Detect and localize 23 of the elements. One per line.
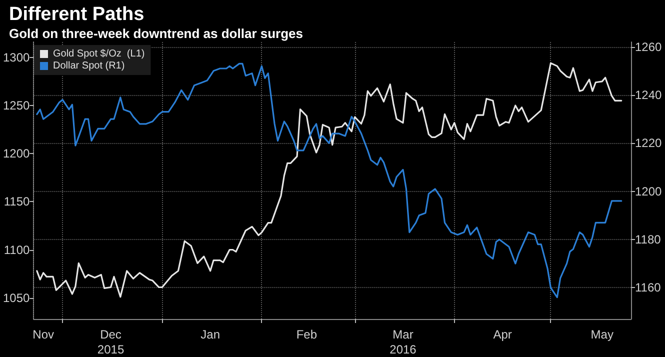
y2-tick-label: 1260	[635, 40, 662, 54]
y2-tick-label: 1180	[635, 232, 662, 247]
y-tick-label: 1300	[2, 50, 30, 64]
legend-label: Dollar Spot (R1)	[53, 60, 125, 72]
y-tick-label: 1050	[2, 290, 30, 305]
y2-tick-label: 1220	[635, 136, 662, 150]
x-tick-label: Apr	[493, 328, 512, 342]
y2-tick-label: 1160	[635, 280, 662, 295]
legend-label: Gold Spot $/Oz (L1)	[53, 48, 145, 60]
y-tick-label: 1200	[2, 146, 30, 161]
chart-subtitle: Gold on three-week downtrend as dollar surges	[9, 26, 303, 41]
y-tick-label: 1150	[4, 194, 30, 209]
x-tick-label: Dec 2015	[97, 328, 124, 356]
x-tick-label: May	[590, 328, 614, 342]
x-tick-label: Jan	[200, 328, 220, 342]
y-tick-label: 1250	[2, 98, 30, 112]
x-tick-label: Mar 2016	[390, 328, 417, 356]
x-tick-label: Nov	[32, 328, 54, 342]
x-tick-label: Feb	[296, 328, 318, 342]
chart-title: Different Paths	[9, 4, 144, 25]
y2-tick-label: 1200	[635, 184, 662, 198]
y-tick-label: 1100	[4, 242, 30, 257]
y2-tick-label: 1240	[635, 88, 662, 102]
